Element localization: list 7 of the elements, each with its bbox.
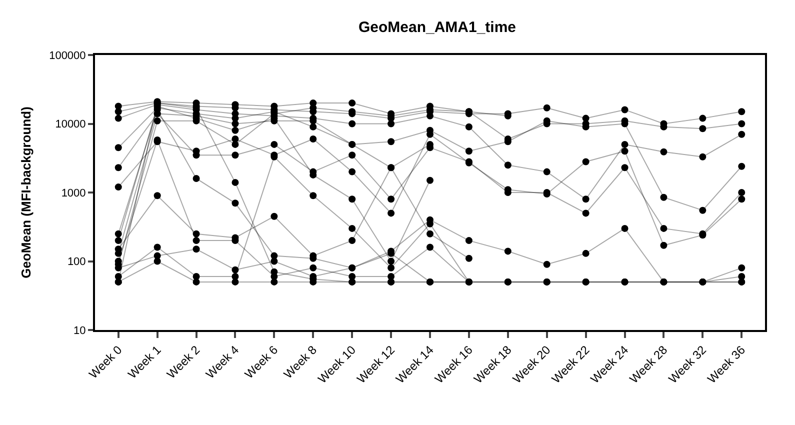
y-tick-label: 1000 <box>61 187 86 200</box>
y-tick-label: 100 <box>67 256 86 268</box>
y-tick-label: 100000 <box>49 50 86 62</box>
y-tick-label: 10000 <box>55 118 86 131</box>
y-axis-title: GeoMean (MFI-background) <box>18 106 34 278</box>
chart-title: GeoMean_AMA1_time <box>358 18 516 36</box>
y-tick-label: 10 <box>74 324 86 337</box>
